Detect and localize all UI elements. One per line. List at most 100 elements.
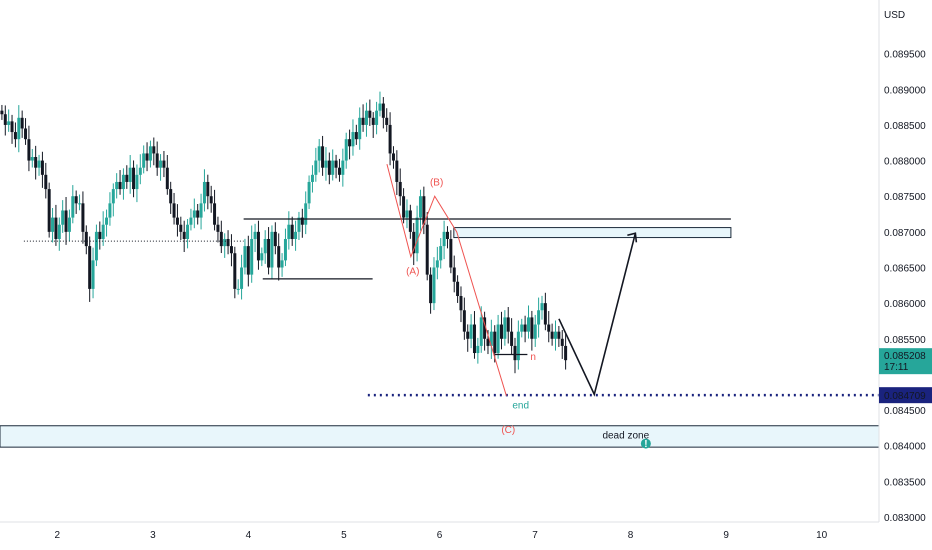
y-tick-label: 0.088500 xyxy=(884,121,926,132)
candle-up xyxy=(310,174,314,182)
candle-up xyxy=(189,217,193,225)
candles xyxy=(0,91,568,374)
candle-up xyxy=(240,267,244,289)
candle-up xyxy=(260,253,264,261)
candle-down xyxy=(179,224,183,232)
candle-up xyxy=(223,238,227,247)
candle-down xyxy=(300,217,304,225)
candle-down xyxy=(74,196,78,204)
y-tick-label: 0.086500 xyxy=(884,264,926,275)
candle-down xyxy=(132,167,136,190)
candle-up xyxy=(344,139,348,161)
candle-down xyxy=(118,181,122,190)
candle-down xyxy=(348,139,352,147)
candle-down xyxy=(337,167,341,175)
candle-up xyxy=(314,160,318,175)
candle-up xyxy=(30,157,34,161)
candle-up xyxy=(94,231,98,261)
candle-down xyxy=(371,117,375,125)
candle-down xyxy=(277,246,281,268)
candle-down xyxy=(152,146,156,154)
candle-down xyxy=(213,203,217,225)
candle-down xyxy=(412,231,416,254)
candle-down xyxy=(10,121,14,133)
candle-down xyxy=(388,124,392,154)
y-tick-label: 0.089000 xyxy=(884,85,926,96)
candle-down xyxy=(543,303,547,325)
candle-down xyxy=(273,231,277,247)
candle-up xyxy=(476,345,480,354)
current-price-badge xyxy=(879,348,932,375)
candle-up xyxy=(128,167,132,182)
candle-up xyxy=(135,174,139,190)
candle-down xyxy=(40,160,44,175)
candle-down xyxy=(493,331,497,354)
candle-up xyxy=(378,103,382,111)
candle-down xyxy=(267,238,271,268)
candle-up xyxy=(51,217,55,232)
candle-down xyxy=(233,253,237,289)
candle-up xyxy=(435,260,439,268)
candle-up xyxy=(263,238,267,254)
overlays: (A) (B) (C) end n dead zone! xyxy=(0,164,880,450)
candle-up xyxy=(375,110,379,125)
candle-down xyxy=(20,117,24,129)
candle-down xyxy=(459,296,463,311)
candle-down xyxy=(27,139,31,161)
time-axis[interactable]: 2 3 4 5 6 7 8 9 10 xyxy=(0,521,879,541)
candle-up xyxy=(280,260,284,268)
candle-down xyxy=(182,231,186,239)
info-pin-icon xyxy=(640,438,651,449)
candle-down xyxy=(381,103,385,118)
candle-down xyxy=(34,157,38,168)
candle-up xyxy=(283,238,287,261)
candle-up xyxy=(243,246,247,268)
candle-down xyxy=(402,196,406,218)
candle-up xyxy=(496,324,500,354)
currency-label: USD xyxy=(884,10,905,21)
candle-up xyxy=(199,203,203,218)
candle-down xyxy=(395,160,399,182)
candle-up xyxy=(364,110,368,125)
candle-up xyxy=(341,160,345,175)
candle-up xyxy=(192,210,196,218)
candle-down xyxy=(445,231,449,239)
candle-up xyxy=(61,210,65,225)
candle-up xyxy=(115,181,119,190)
candle-up xyxy=(105,217,109,225)
candle-down xyxy=(452,267,456,282)
candle-down xyxy=(456,281,460,297)
candle-down xyxy=(226,238,230,247)
y-tick-label: 0.089500 xyxy=(884,50,926,61)
candle-down xyxy=(449,238,453,268)
candle-down xyxy=(229,246,233,254)
candle-down xyxy=(398,181,402,197)
y-tick-label: 0.084000 xyxy=(884,442,926,453)
x-tick-label: 3 xyxy=(150,530,156,541)
candle-down xyxy=(0,110,4,115)
candle-down xyxy=(472,324,476,354)
candle-down xyxy=(557,331,561,339)
candle-up xyxy=(479,317,483,346)
candle-down xyxy=(81,203,85,232)
current-price-countdown: 17:11 xyxy=(884,362,909,373)
candle-down xyxy=(361,117,365,125)
candle-down xyxy=(165,167,169,190)
candle-down xyxy=(368,110,372,118)
target-zone xyxy=(453,227,732,239)
candle-down xyxy=(64,210,68,232)
candle-up xyxy=(101,224,105,239)
candle-down xyxy=(98,231,102,239)
candle-up xyxy=(489,331,493,346)
price-axis[interactable]: USD 0.0895000.0890000.0885000.0880000.08… xyxy=(878,0,926,524)
x-tick-label: 9 xyxy=(723,530,729,541)
candle-up xyxy=(186,224,190,239)
candle-up xyxy=(138,167,142,175)
candle-down xyxy=(462,310,466,332)
candle-up xyxy=(432,267,436,304)
candle-down xyxy=(385,117,389,125)
candle-down xyxy=(523,324,527,332)
wave-b-label: (B) xyxy=(430,178,443,189)
wave-c-label: (C) xyxy=(501,425,515,436)
